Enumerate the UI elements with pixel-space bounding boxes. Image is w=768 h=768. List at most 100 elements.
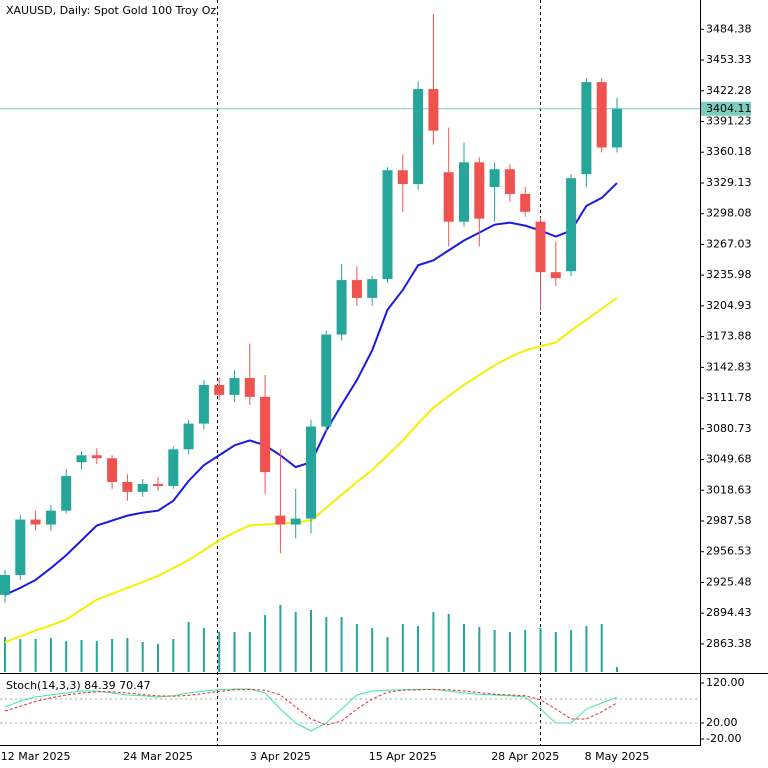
y-tick-label: 3453.33 — [706, 53, 752, 66]
candle-body — [198, 384, 209, 424]
volume-bar — [585, 626, 588, 672]
candle-body — [244, 378, 255, 397]
y-tick-label: 2925.48 — [706, 575, 752, 588]
volume-bar — [340, 617, 343, 672]
x-tick-label: 24 Mar 2025 — [123, 750, 193, 763]
y-tick-label: 2863.38 — [706, 637, 752, 650]
volume-bar — [478, 627, 481, 672]
volume-bar — [616, 667, 618, 672]
y-tick-label: -20.00 — [706, 732, 741, 745]
candle-body — [122, 481, 133, 492]
x-tick-label: 8 May 2025 — [585, 750, 650, 763]
volume-bar — [34, 639, 37, 672]
candle-body — [520, 193, 531, 212]
volume-bar — [325, 617, 328, 672]
volume-bar — [65, 641, 68, 672]
candle-body — [351, 280, 362, 298]
candle-body — [336, 280, 347, 335]
chart-title: XAUUSD, Daily: Spot Gold 100 Troy Oz — [6, 4, 216, 17]
candle-body — [566, 178, 577, 272]
volume-bar — [80, 640, 83, 672]
stoch-line — [4, 688, 618, 732]
volume-bar — [524, 630, 527, 672]
candle-body — [306, 426, 316, 519]
candle-body — [275, 515, 286, 525]
y-tick-label: 3080.73 — [706, 422, 752, 435]
volume-bar — [264, 615, 267, 672]
volume-bar — [19, 639, 22, 672]
candle-body — [581, 82, 592, 175]
x-tick-label: 28 Apr 2025 — [491, 750, 559, 763]
volume-bar — [157, 644, 159, 672]
volume-bar — [463, 624, 465, 672]
volume-bar — [111, 639, 114, 672]
y-tick-label: 2956.53 — [706, 545, 752, 558]
candle-body — [229, 378, 240, 395]
volume-bar — [493, 630, 496, 672]
candle-body — [61, 476, 72, 511]
y-tick-label: 3173.88 — [706, 330, 752, 343]
candle-body — [397, 170, 408, 185]
current-price-label: 3404.11 — [706, 102, 752, 115]
y-tick-label: 3298.08 — [706, 207, 752, 220]
volume-bar — [432, 612, 435, 672]
volume-bar — [310, 610, 312, 672]
candle-body — [76, 455, 87, 463]
volume-bar — [401, 624, 404, 672]
volume-bar — [248, 632, 251, 672]
candle-body — [489, 169, 500, 188]
volume-bar — [126, 638, 129, 672]
candle-body — [260, 396, 271, 473]
candle-body — [91, 455, 102, 459]
volume-bar — [141, 642, 144, 672]
candle-body — [15, 519, 26, 576]
volume-bar — [554, 632, 557, 672]
candle-body — [137, 483, 148, 492]
candle-body — [183, 423, 194, 450]
volume-bar — [355, 624, 358, 672]
volume-bar — [218, 632, 221, 672]
candle-body — [367, 279, 378, 298]
candle-body — [214, 384, 225, 395]
volume-bar — [294, 612, 297, 672]
candle-body — [30, 519, 41, 525]
candle-body — [504, 169, 515, 194]
candle-body — [45, 510, 56, 525]
candle-body — [290, 518, 301, 525]
candle-body — [612, 108, 622, 148]
y-tick-label: 3142.83 — [706, 360, 752, 373]
volume-bar — [371, 628, 374, 672]
candle-body — [443, 172, 454, 222]
current-price-box — [701, 101, 751, 116]
volume-bar — [447, 614, 450, 672]
volume-bar — [49, 638, 52, 672]
candle-body — [321, 334, 332, 427]
volume-bar — [386, 637, 389, 672]
y-tick-label: 3329.13 — [706, 176, 752, 189]
y-tick-label: 3018.63 — [706, 483, 752, 496]
candle-body — [413, 89, 424, 185]
volume-bar — [570, 630, 573, 672]
y-tick-label: 3267.03 — [706, 237, 752, 250]
volume-bar — [233, 632, 236, 672]
volume-bar — [417, 626, 420, 672]
y-tick-label: 2987.58 — [706, 514, 752, 527]
volume-bar — [4, 637, 6, 672]
volume-bar — [279, 605, 282, 672]
x-tick-label: 12 Mar 2025 — [1, 750, 71, 763]
y-tick-label: 120.00 — [706, 676, 745, 689]
volume-bar — [187, 622, 190, 672]
candle-body — [153, 483, 163, 486]
y-tick-label: 3360.18 — [706, 145, 752, 158]
volume-bar — [600, 624, 603, 672]
candle-body — [596, 82, 607, 148]
x-tick-label: 15 Apr 2025 — [369, 750, 437, 763]
candle-body — [428, 89, 439, 131]
volume-bar — [508, 632, 511, 672]
candle-body — [107, 458, 118, 482]
y-tick-label: 3422.28 — [706, 84, 752, 97]
x-tick-label: 3 Apr 2025 — [250, 750, 311, 763]
